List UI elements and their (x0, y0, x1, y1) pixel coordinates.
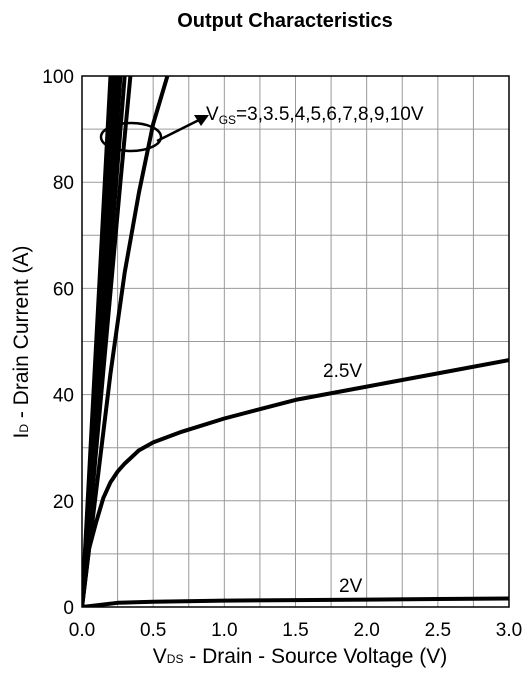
label-2-5v: 2.5V (323, 361, 362, 382)
grid (82, 76, 509, 607)
series-line-3v-curve (82, 76, 170, 607)
y-axis-label-sub: D (17, 424, 31, 433)
vgs-arrow-line (156, 118, 200, 143)
plot-frame (81, 75, 510, 608)
y-tick-label: 0 (63, 598, 74, 619)
x-axis-label-sub: DS (167, 652, 184, 666)
y-tick-label: 40 (53, 386, 74, 407)
y-axis-label-main: I (10, 433, 33, 439)
y-tick-label: 80 (53, 173, 74, 194)
x-tick-label: 1.5 (282, 620, 308, 641)
x-tick-labels: 0.0 0.5 1.0 1.5 2.0 2.5 3.0 (69, 620, 522, 641)
x-tick-label: 3.0 (496, 620, 522, 641)
y-tick-label: 60 (53, 279, 74, 300)
y-tick-label: 20 (53, 492, 74, 513)
y-axis-label-rest: - Drain Current (A) (10, 245, 33, 424)
vgs-group-ellipse (99, 121, 163, 153)
vgs-label: VGS=3,3.5,4,5,6,7,8,9,10V (206, 104, 424, 127)
y-tick-label: 100 (42, 67, 74, 88)
x-tick-label: 1.0 (211, 620, 237, 641)
curves (82, 76, 509, 607)
vgs-arrow-head (194, 115, 209, 126)
y-tick-labels: 0 20 40 60 80 100 (42, 67, 74, 619)
chart-title: Output Characteristics (177, 10, 393, 32)
x-tick-label: 0.0 (69, 620, 95, 641)
x-tick-label: 0.5 (140, 620, 166, 641)
x-axis-label-main: V (153, 645, 167, 668)
y-axis-label: ID - Drain Current (A) (10, 245, 33, 438)
series-line-2v (82, 596, 509, 607)
x-axis-label-rest: - Drain - Source Voltage (V) (183, 645, 447, 668)
x-tick-label: 2.0 (353, 620, 379, 641)
vgs-label-sub: GS (219, 113, 236, 127)
vgs-label-main: V (206, 104, 219, 125)
series-line-2-5v (82, 358, 509, 607)
vgs-label-rest: =3,3.5,4,5,6,7,8,9,10V (236, 104, 424, 125)
x-axis-label: VDS - Drain - Source Voltage (V) (153, 645, 447, 668)
x-tick-label: 2.5 (425, 620, 451, 641)
series-line-10v (82, 76, 133, 607)
label-2v: 2V (339, 576, 363, 597)
